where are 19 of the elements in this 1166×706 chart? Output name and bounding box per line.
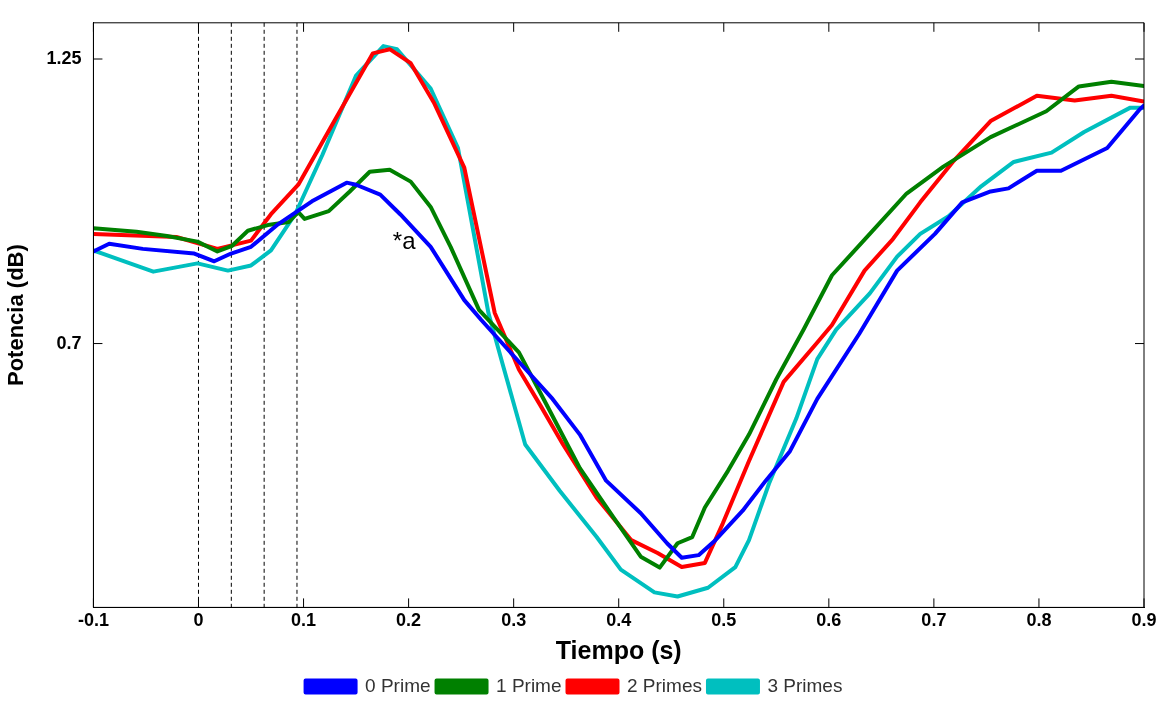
x-tick-label: 0.7 [921,610,947,631]
y-axis-title: Potencia (dB) [3,244,29,386]
x-tick-label: -0.1 [77,610,109,631]
x-tick-label: 0 [193,610,204,631]
legend-label: 2 Primes [627,674,702,696]
y-tick-label: 1.25 [46,47,82,68]
x-tick-label: 0.5 [711,610,737,631]
x-tick-label: 0.9 [1131,610,1157,631]
x-tick-label: 0.1 [291,610,317,631]
legend-label: 1 Prime [496,674,562,696]
x-tick-label: 0.4 [606,610,632,631]
annotation: *a [392,226,417,254]
x-tick-label: 0.2 [396,610,422,631]
legend-label: 3 Primes [767,674,843,696]
legend-label: 0 Prime [365,674,431,696]
x-tick-label: 0.6 [816,610,842,631]
x-tick-label: 0.8 [1026,610,1052,631]
x-axis-title: Tiempo (s) [555,635,682,664]
x-tick-label: 0.3 [501,610,527,631]
